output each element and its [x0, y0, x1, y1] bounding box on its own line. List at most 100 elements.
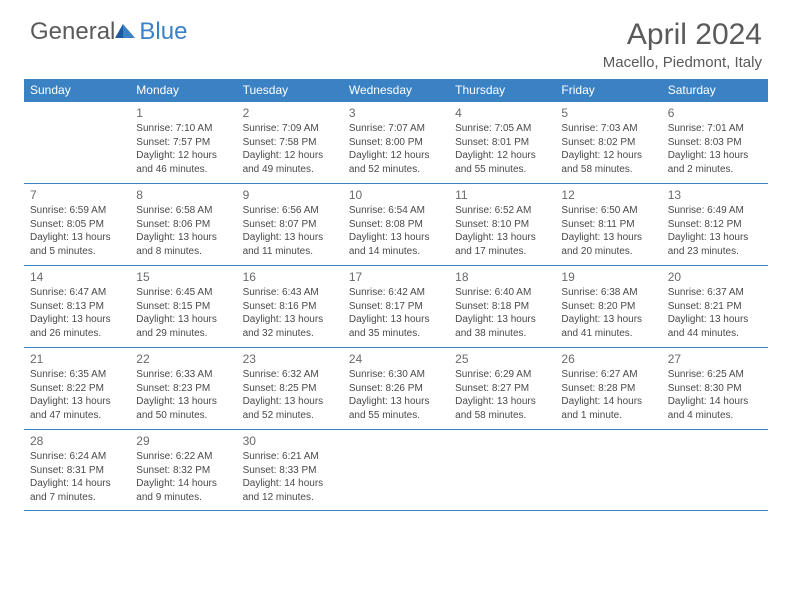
weekday-header: Wednesday: [343, 79, 449, 101]
logo-text-general: General: [30, 18, 115, 46]
day-cell: 27Sunrise: 6:25 AMSunset: 8:30 PMDayligh…: [662, 348, 768, 429]
day-cell-empty: [343, 430, 449, 510]
sunrise-text: Sunrise: 6:56 AM: [243, 204, 337, 218]
sunrise-text: Sunrise: 6:32 AM: [243, 368, 337, 382]
day-cell: 3Sunrise: 7:07 AMSunset: 8:00 PMDaylight…: [343, 102, 449, 183]
weekday-header: Sunday: [24, 79, 130, 101]
day-cell: 20Sunrise: 6:37 AMSunset: 8:21 PMDayligh…: [662, 266, 768, 347]
sunrise-text: Sunrise: 7:10 AM: [136, 122, 230, 136]
day-cell: 23Sunrise: 6:32 AMSunset: 8:25 PMDayligh…: [237, 348, 343, 429]
logo: General Blue: [30, 18, 187, 46]
sunrise-text: Sunrise: 6:52 AM: [455, 204, 549, 218]
title-block: April 2024 Macello, Piedmont, Italy: [603, 18, 762, 71]
day-number: 26: [561, 351, 655, 367]
daylight-text: Daylight: 14 hours and 7 minutes.: [30, 477, 124, 504]
sunrise-text: Sunrise: 6:27 AM: [561, 368, 655, 382]
sunset-text: Sunset: 8:15 PM: [136, 300, 230, 314]
sunrise-text: Sunrise: 6:54 AM: [349, 204, 443, 218]
sunrise-text: Sunrise: 6:45 AM: [136, 286, 230, 300]
day-cell: 5Sunrise: 7:03 AMSunset: 8:02 PMDaylight…: [555, 102, 661, 183]
daylight-text: Daylight: 13 hours and 20 minutes.: [561, 231, 655, 258]
day-number: 13: [668, 187, 762, 203]
sunset-text: Sunset: 8:25 PM: [243, 382, 337, 396]
daylight-text: Daylight: 14 hours and 9 minutes.: [136, 477, 230, 504]
day-cell: 10Sunrise: 6:54 AMSunset: 8:08 PMDayligh…: [343, 184, 449, 265]
sunrise-text: Sunrise: 6:59 AM: [30, 204, 124, 218]
sunrise-text: Sunrise: 6:38 AM: [561, 286, 655, 300]
sunrise-text: Sunrise: 6:22 AM: [136, 450, 230, 464]
day-cell: 29Sunrise: 6:22 AMSunset: 8:32 PMDayligh…: [130, 430, 236, 510]
day-cell: 21Sunrise: 6:35 AMSunset: 8:22 PMDayligh…: [24, 348, 130, 429]
sunset-text: Sunset: 8:08 PM: [349, 218, 443, 232]
day-number: 18: [455, 269, 549, 285]
day-number: 25: [455, 351, 549, 367]
sunrise-text: Sunrise: 7:01 AM: [668, 122, 762, 136]
sunrise-text: Sunrise: 6:50 AM: [561, 204, 655, 218]
sunrise-text: Sunrise: 6:25 AM: [668, 368, 762, 382]
sunrise-text: Sunrise: 7:07 AM: [349, 122, 443, 136]
daylight-text: Daylight: 13 hours and 2 minutes.: [668, 149, 762, 176]
sunrise-text: Sunrise: 6:58 AM: [136, 204, 230, 218]
day-number: 11: [455, 187, 549, 203]
day-cell: 30Sunrise: 6:21 AMSunset: 8:33 PMDayligh…: [237, 430, 343, 510]
daylight-text: Daylight: 13 hours and 44 minutes.: [668, 313, 762, 340]
day-cell: 11Sunrise: 6:52 AMSunset: 8:10 PMDayligh…: [449, 184, 555, 265]
sunset-text: Sunset: 8:07 PM: [243, 218, 337, 232]
sunrise-text: Sunrise: 6:35 AM: [30, 368, 124, 382]
location-subtitle: Macello, Piedmont, Italy: [603, 54, 762, 71]
daylight-text: Daylight: 13 hours and 32 minutes.: [243, 313, 337, 340]
sunset-text: Sunset: 8:32 PM: [136, 464, 230, 478]
day-cell: 15Sunrise: 6:45 AMSunset: 8:15 PMDayligh…: [130, 266, 236, 347]
sunset-text: Sunset: 8:21 PM: [668, 300, 762, 314]
day-number: 6: [668, 105, 762, 121]
sunset-text: Sunset: 8:06 PM: [136, 218, 230, 232]
day-cell: 2Sunrise: 7:09 AMSunset: 7:58 PMDaylight…: [237, 102, 343, 183]
daylight-text: Daylight: 13 hours and 41 minutes.: [561, 313, 655, 340]
day-cell-empty: [555, 430, 661, 510]
sunset-text: Sunset: 8:10 PM: [455, 218, 549, 232]
day-cell: 9Sunrise: 6:56 AMSunset: 8:07 PMDaylight…: [237, 184, 343, 265]
sunrise-text: Sunrise: 6:29 AM: [455, 368, 549, 382]
weekday-header: Tuesday: [237, 79, 343, 101]
day-number: 22: [136, 351, 230, 367]
logo-text-blue: Blue: [139, 18, 187, 46]
calendar: SundayMondayTuesdayWednesdayThursdayFrid…: [0, 79, 792, 511]
week-row: 1Sunrise: 7:10 AMSunset: 7:57 PMDaylight…: [24, 101, 768, 183]
page-header: General Blue April 2024 Macello, Piedmon…: [0, 0, 792, 79]
weekday-header: Thursday: [449, 79, 555, 101]
day-cell: 19Sunrise: 6:38 AMSunset: 8:20 PMDayligh…: [555, 266, 661, 347]
sunrise-text: Sunrise: 6:47 AM: [30, 286, 124, 300]
daylight-text: Daylight: 13 hours and 11 minutes.: [243, 231, 337, 258]
day-number: 14: [30, 269, 124, 285]
week-row: 14Sunrise: 6:47 AMSunset: 8:13 PM Dayligh…: [24, 265, 768, 347]
sunrise-text: Sunrise: 6:24 AM: [30, 450, 124, 464]
day-number: 16: [243, 269, 337, 285]
sunset-text: Sunset: 8:02 PM: [561, 136, 655, 150]
day-number: 19: [561, 269, 655, 285]
sunrise-text: Sunrise: 6:43 AM: [243, 286, 337, 300]
sunrise-text: Sunrise: 6:42 AM: [349, 286, 443, 300]
daylight-text: Daylight: 12 hours and 52 minutes.: [349, 149, 443, 176]
day-number: 5: [561, 105, 655, 121]
daylight-text: Daylight: 13 hours and 52 minutes.: [243, 395, 337, 422]
sunset-text: Sunset: 8:13 PM: [30, 300, 124, 314]
sunset-text: Sunset: 8:27 PM: [455, 382, 549, 396]
sunset-text: Sunset: 8:03 PM: [668, 136, 762, 150]
sunset-text: Sunset: 8:30 PM: [668, 382, 762, 396]
day-number: 4: [455, 105, 549, 121]
day-cell: 22Sunrise: 6:33 AMSunset: 8:23 PMDayligh…: [130, 348, 236, 429]
sunset-text: Sunset: 8:23 PM: [136, 382, 230, 396]
sunrise-text: Sunrise: 7:03 AM: [561, 122, 655, 136]
sunrise-text: Sunrise: 6:37 AM: [668, 286, 762, 300]
day-number: 1: [136, 105, 230, 121]
sunrise-text: Sunrise: 6:49 AM: [668, 204, 762, 218]
day-number: 17: [349, 269, 443, 285]
sunrise-text: Sunrise: 7:09 AM: [243, 122, 337, 136]
day-cell: 26Sunrise: 6:27 AMSunset: 8:28 PMDayligh…: [555, 348, 661, 429]
weeks-container: 1Sunrise: 7:10 AMSunset: 7:57 PMDaylight…: [24, 101, 768, 511]
sunset-text: Sunset: 8:00 PM: [349, 136, 443, 150]
day-number: 8: [136, 187, 230, 203]
sunset-text: Sunset: 8:05 PM: [30, 218, 124, 232]
daylight-text: Daylight: 12 hours and 46 minutes.: [136, 149, 230, 176]
daylight-text: Daylight: 13 hours and 38 minutes.: [455, 313, 549, 340]
